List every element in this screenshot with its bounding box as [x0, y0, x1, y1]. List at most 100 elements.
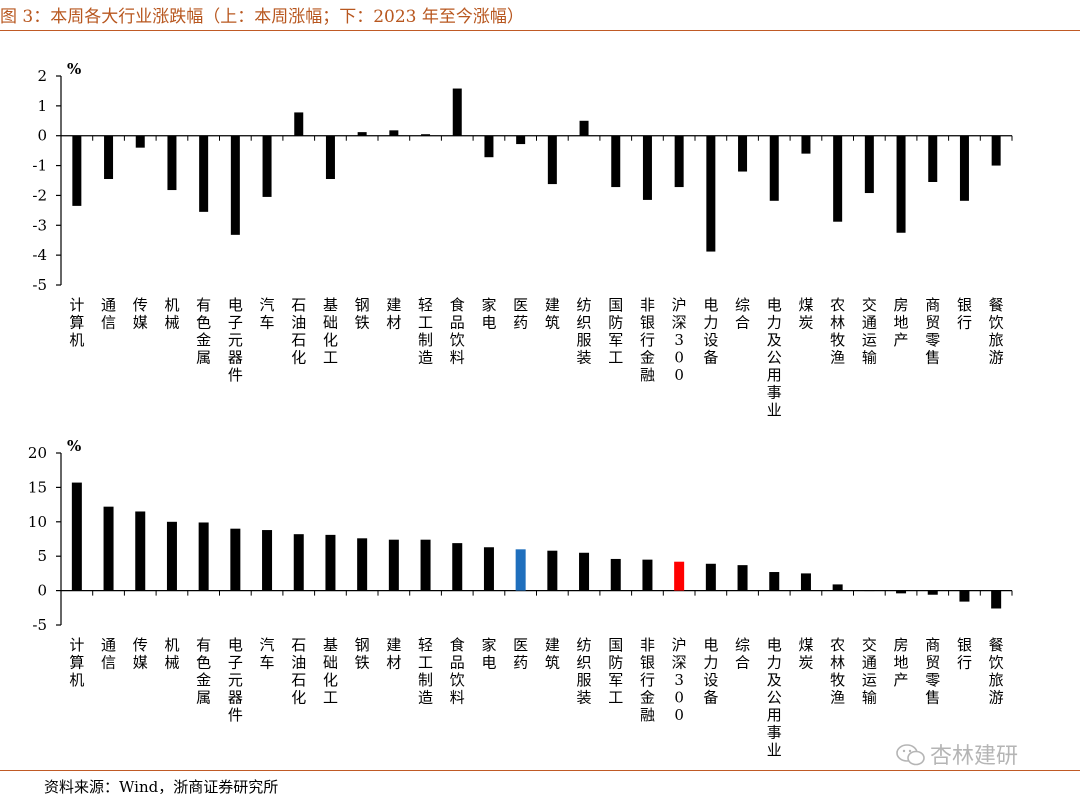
ytd-bar: [483, 547, 494, 591]
ytd-y-tick-label: 5: [37, 547, 47, 565]
ytd-category-label: 基础化工: [323, 636, 338, 707]
ytd-y-tick-label: 15: [28, 478, 47, 496]
ytd-bar: [135, 511, 146, 591]
watermark-text: 杏林建研: [930, 744, 1019, 769]
ytd-category-label: 建材: [386, 636, 401, 672]
ytd-bar: [864, 590, 875, 592]
ytd-bar: [388, 539, 399, 591]
ytd-y-tick-label: 10: [28, 513, 47, 531]
weekly-y-tick-label: 0: [37, 127, 47, 145]
weekly-bar: [928, 135, 938, 182]
ytd-bar: [547, 550, 558, 591]
weekly-y-tick-label: -4: [32, 246, 47, 264]
weekly-bar: [72, 135, 82, 206]
weekly-bar: [896, 135, 906, 233]
weekly-bar: [104, 135, 114, 180]
weekly-bar: [864, 135, 874, 194]
weekly-bar: [357, 132, 367, 136]
weekly-bar: [801, 135, 811, 154]
weekly-bar: [611, 135, 621, 188]
weekly-category-label: 有色金属: [196, 296, 211, 367]
ytd-y-tick-label: 0: [37, 582, 47, 600]
ytd-category-label: 食品饮料: [450, 636, 465, 707]
ytd-bar: [991, 590, 1002, 609]
ytd-bar: [293, 534, 304, 591]
ytd-bar: [71, 482, 82, 591]
weekly-bar: [642, 135, 652, 200]
ytd-category-label: 综合: [735, 636, 750, 672]
weekly-category-label: 电子元器件: [228, 296, 243, 384]
ytd-bar: [959, 590, 970, 602]
source-note: 资料来源：Wind，浙商证券研究所: [44, 778, 279, 796]
ytd-bar: [832, 584, 843, 591]
ytd-category-label: 商贸零售: [925, 636, 940, 707]
weekly-category-label: 电力及公用事业: [767, 296, 782, 419]
ytd-bar: [357, 538, 368, 591]
ytd-bar: [515, 549, 526, 591]
weekly-category-label: 国防军工: [608, 296, 623, 367]
weekly-category-label: 房地产: [894, 296, 909, 349]
ytd-category-label: 房地产: [894, 636, 909, 689]
weekly-bar: [199, 135, 209, 212]
weekly-bar: [452, 88, 462, 136]
ytd-bar: [166, 521, 177, 591]
ytd-y-tick-label: 20: [28, 444, 47, 462]
title-rule: [0, 30, 1080, 31]
weekly-category-label: 银行: [957, 296, 972, 332]
ytd-category-label: 非银行金融: [640, 636, 655, 724]
weekly-y-tick-label: -3: [32, 216, 47, 234]
weekly-category-label: 计算机: [69, 296, 84, 349]
weekly-category-label: 非银行金融: [640, 296, 655, 384]
ytd-category-label: 电力及公用事业: [767, 636, 782, 759]
weekly-bar: [991, 135, 1001, 166]
ytd-category-label: 传媒: [133, 636, 148, 672]
footer-rule: [0, 770, 1080, 771]
weekly-category-label: 餐饮旅游: [989, 296, 1004, 367]
weekly-category-label: 钢铁: [355, 296, 370, 332]
weekly-category-label: 农林牧渔: [830, 296, 845, 367]
weekly-category-label: 食品饮料: [450, 296, 465, 367]
ytd-bar: [800, 573, 811, 591]
wechat-icon: [896, 744, 925, 766]
weekly-bar: [769, 135, 779, 201]
ytd-category-label: 通信: [101, 636, 116, 672]
ytd-bar: [705, 563, 716, 591]
ytd-bar: [262, 530, 273, 591]
weekly-category-label: 交通运输: [862, 296, 877, 367]
weekly-category-label: 煤炭: [798, 296, 813, 332]
ytd-bar: [642, 559, 653, 591]
ytd-bar: [896, 590, 907, 594]
weekly-bar: [833, 135, 843, 222]
weekly-category-label: 通信: [101, 296, 116, 332]
weekly-y-tick-label: 1: [37, 97, 47, 115]
ytd-bar: [927, 590, 938, 595]
ytd-unit-label: %: [67, 437, 81, 455]
weekly-bar: [135, 135, 145, 148]
ytd-bar: [579, 552, 590, 591]
ytd-category-label: 钢铁: [355, 636, 370, 672]
weekly-category-label: 石油石化: [291, 296, 306, 367]
weekly-category-label: 建材: [386, 296, 401, 332]
weekly-y-tick-label: -5: [32, 276, 47, 294]
weekly-category-label: 沪深 3 0 0: [672, 296, 687, 384]
ytd-category-label: 电力设备: [703, 636, 718, 707]
weekly-category-label: 传媒: [133, 296, 148, 332]
ytd-category-label: 沪深 3 0 0: [672, 636, 687, 724]
weekly-y-tick-label: 2: [37, 67, 47, 85]
ytd-category-label: 农林牧渔: [830, 636, 845, 707]
weekly-bar: [262, 135, 272, 197]
weekly-bar: [421, 134, 431, 136]
weekly-category-label: 轻工制造: [418, 296, 433, 367]
watermark: 杏林建研: [896, 738, 1018, 770]
ytd-category-label: 交通运输: [862, 636, 877, 707]
ytd-bar: [610, 558, 621, 591]
weekly-category-label: 综合: [735, 296, 750, 332]
weekly-category-label: 电力设备: [703, 296, 718, 367]
ytd-category-label: 煤炭: [798, 636, 813, 672]
ytd-category-label: 银行: [957, 636, 972, 672]
weekly-bar: [516, 135, 526, 145]
weekly-unit-label: %: [67, 60, 81, 78]
ytd-category-label: 石油石化: [291, 636, 306, 707]
